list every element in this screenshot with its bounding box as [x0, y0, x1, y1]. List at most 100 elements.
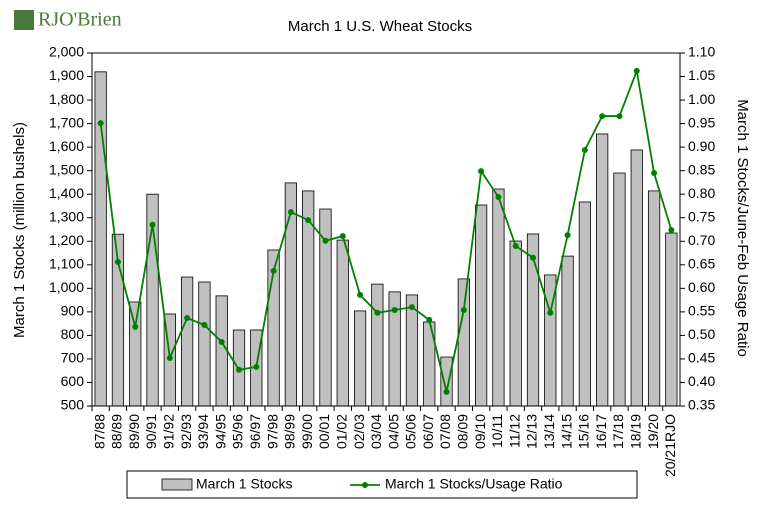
line-point [97, 120, 104, 127]
x-tick-label: 11/12 [506, 414, 522, 448]
y-tick-label: 1,700 [49, 114, 84, 130]
line-point [651, 170, 658, 177]
legend-point [362, 482, 368, 488]
y-tick-label: 1,100 [49, 256, 84, 272]
y-tick-label: 900 [61, 303, 85, 319]
line-point [374, 309, 381, 316]
bar [371, 283, 384, 407]
legend-swatch [161, 478, 193, 491]
y2-tick-label: 1.05 [688, 67, 715, 83]
x-tick-label: 14/15 [558, 414, 574, 449]
bar [509, 240, 522, 407]
line [99, 67, 673, 393]
x-tick-label: 88/89 [109, 414, 125, 449]
x-tick-label: 97/98 [264, 414, 280, 449]
x-tick-label: 92/93 [178, 414, 194, 449]
bar [492, 188, 505, 407]
line-point [478, 168, 485, 175]
y2-tick-label: 0.65 [688, 256, 715, 272]
line-point [305, 217, 312, 224]
line-point [287, 209, 294, 216]
x-tick-label: 91/92 [161, 414, 177, 449]
line-point [253, 363, 260, 370]
x-tick-label: 87/88 [91, 414, 107, 449]
x-tick-label: 16/17 [593, 414, 609, 449]
y-tick-label: 1,000 [49, 279, 84, 295]
line-point [357, 291, 364, 298]
line-point [166, 354, 173, 361]
line-point [547, 309, 554, 316]
bar [630, 149, 643, 407]
y2-axis-title: March 1 Stocks/June-Feb Usage Ratio [734, 99, 751, 357]
bar [613, 172, 626, 407]
line-point [530, 254, 536, 261]
y-tick-label: 2,000 [49, 44, 84, 60]
y2-tick-label: 0.90 [688, 138, 715, 154]
legend-box [126, 470, 638, 499]
line-point [668, 226, 675, 233]
line-point [581, 146, 588, 153]
bar [647, 190, 661, 407]
y-tick-label: 1,400 [49, 185, 84, 201]
y-tick-label: 500 [61, 397, 85, 413]
line-point [460, 306, 467, 313]
legend-label: March 1 Stocks [196, 476, 292, 492]
x-tick-label: 02/03 [351, 414, 367, 449]
line-point [443, 388, 450, 395]
x-tick-label: 15/16 [576, 414, 592, 449]
bar [665, 232, 678, 407]
x-tick-label: 06/07 [420, 414, 436, 449]
x-tick-label: 10/11 [489, 414, 505, 448]
x-tick-label: 18/19 [627, 414, 643, 449]
x-tick-label: 93/94 [195, 414, 211, 449]
line-point [408, 304, 415, 311]
line-point [322, 237, 329, 244]
x-tick-label: 94/95 [212, 414, 228, 449]
y-tick-label: 1,900 [49, 67, 84, 83]
x-tick-label: 12/13 [524, 414, 540, 449]
line-point [426, 316, 433, 323]
bar [440, 356, 453, 407]
y2-tick-label: 0.95 [688, 114, 715, 130]
y2-tick-label: 0.80 [688, 185, 715, 201]
x-tick-label: 20/21RJO [662, 414, 678, 477]
bar [596, 133, 609, 407]
x-tick-label: 98/99 [282, 414, 298, 449]
x-tick-label: 89/90 [126, 414, 142, 449]
y-tick-label: 800 [61, 326, 85, 342]
y2-tick-label: 0.40 [688, 373, 715, 389]
x-tick-label: 90/91 [143, 414, 159, 449]
x-tick-label: 00/01 [316, 414, 332, 449]
y-axis-title: March 1 Stocks (million bushels) [11, 122, 28, 338]
line-point [633, 67, 640, 74]
bar [405, 294, 419, 407]
line-point [616, 113, 623, 120]
line-point [236, 366, 242, 373]
bar [475, 204, 488, 407]
line-point [184, 314, 191, 321]
line-point [149, 221, 156, 228]
bar [284, 182, 297, 407]
y2-tick-label: 1.10 [688, 44, 715, 60]
x-tick-label: 96/97 [247, 414, 263, 449]
y-tick-label: 1,600 [49, 138, 84, 154]
y2-tick-label: 0.35 [688, 397, 715, 413]
x-tick-label: 95/96 [230, 414, 246, 449]
x-tick-label: 05/06 [403, 414, 419, 449]
bar [578, 201, 591, 407]
line-point [270, 267, 277, 274]
line-point [495, 194, 502, 201]
y-tick-label: 1,300 [49, 208, 84, 224]
x-tick-label: 03/04 [368, 414, 384, 449]
logo-mark [14, 10, 34, 30]
bar [181, 276, 194, 407]
line-point [114, 258, 121, 265]
line-point [512, 242, 519, 249]
x-tick-label: 09/10 [472, 414, 488, 449]
bar [353, 310, 367, 407]
bar [129, 301, 142, 407]
line-point [391, 306, 398, 313]
legend-label: March 1 Stocks/Usage Ratio [385, 476, 563, 492]
x-tick-label: 01/02 [333, 414, 349, 449]
line-point [599, 113, 606, 120]
